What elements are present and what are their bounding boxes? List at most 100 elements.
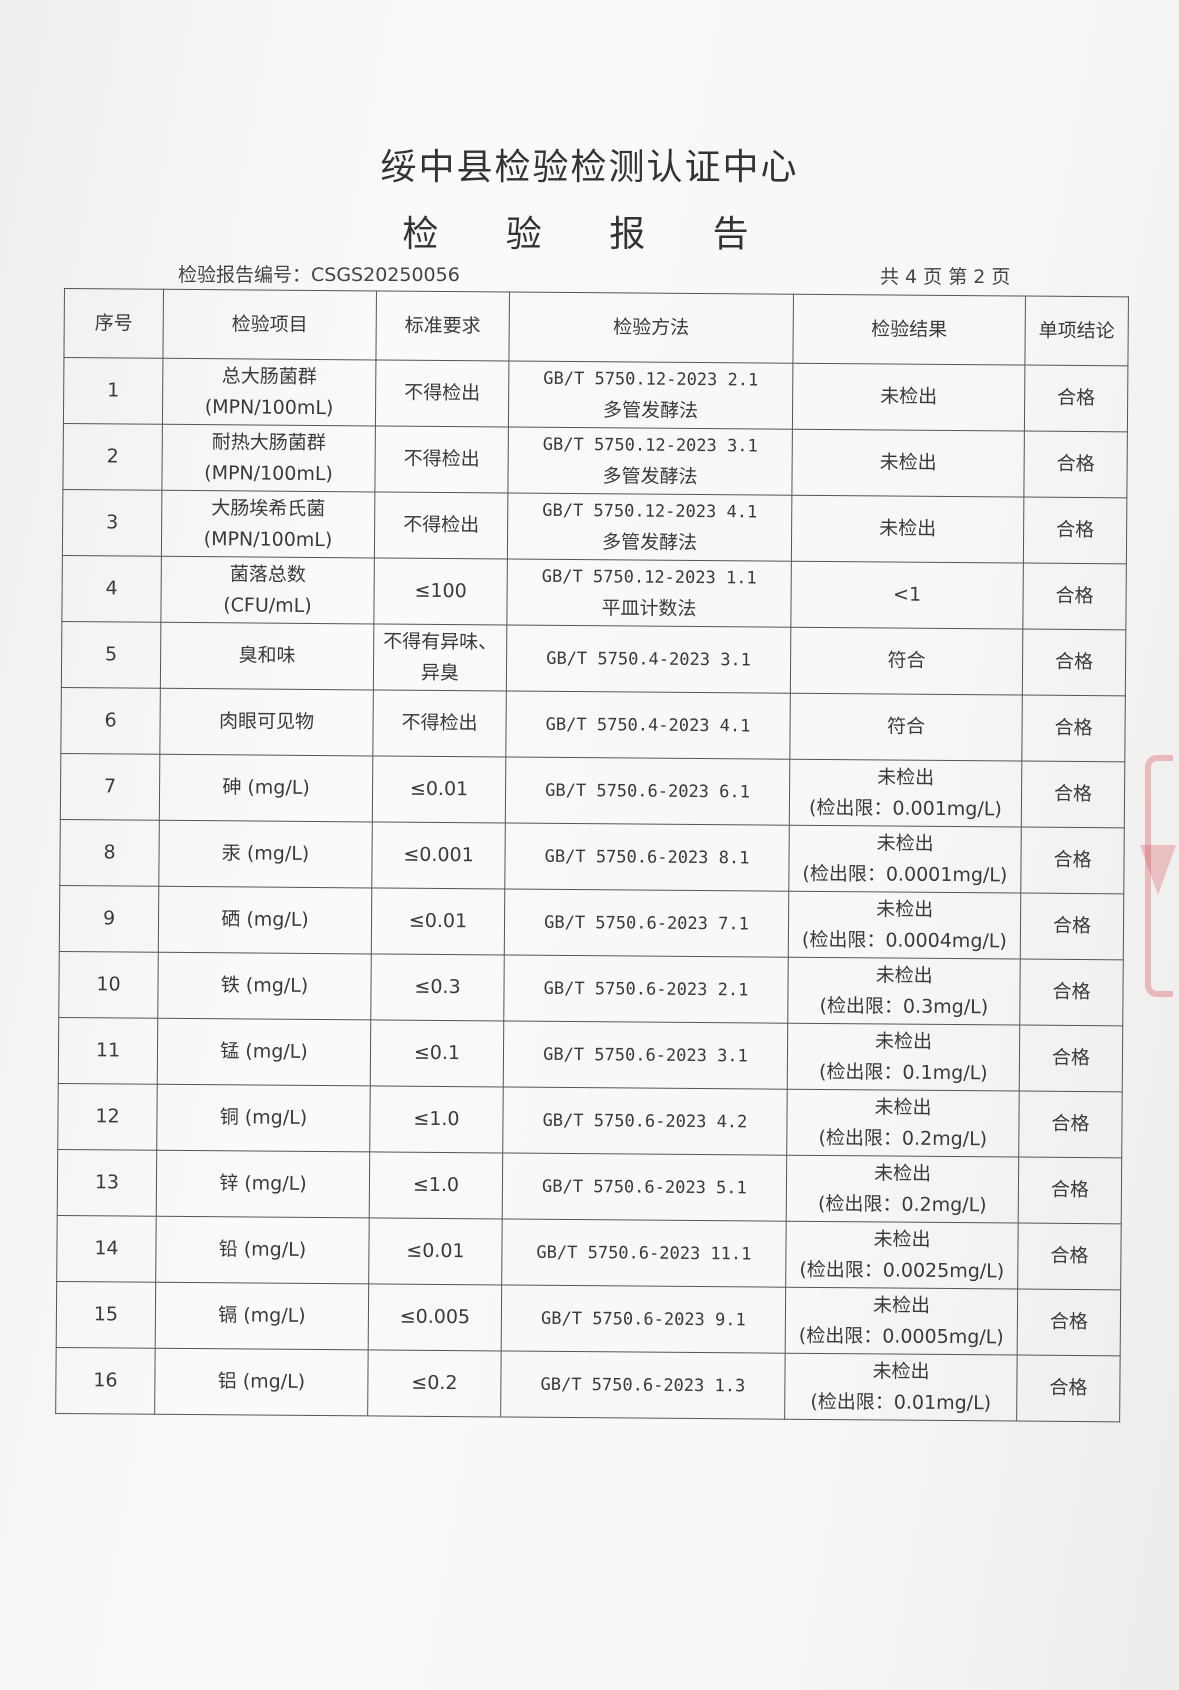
row-number: 8 [59, 819, 160, 887]
test-result-result: 未检出 [874, 1095, 932, 1119]
standard-requirement: 不得检出 [374, 491, 508, 559]
test-method: GB/T 5750.6-2023 1.3 [500, 1350, 786, 1420]
test-result-result: 未检出 [872, 1359, 930, 1383]
test-item: 铜 (mg/L) [156, 1084, 371, 1152]
test-result: 未检出 (检出限：0.2mg/L) [786, 1089, 1020, 1158]
row-number-no: 14 [94, 1237, 119, 1260]
test-result-result-note: (检出限：0.0005mg/L) [798, 1324, 1004, 1348]
test-method: GB/T 5750.6-2023 9.1 [501, 1284, 786, 1354]
test-method-method: GB/T 5750.6-2023 3.1 [543, 1044, 748, 1066]
standard-requirement-standard: ≤100 [414, 579, 467, 603]
test-result-result: 未检出 [880, 385, 938, 408]
table-row: 6 肉眼可见物 不得检出 GB/T 5750.4-2023 4.1 符合 合格 [60, 687, 1126, 762]
test-result: 未检出 [792, 363, 1025, 432]
test-item-item-unit: (MPN/100mL) [203, 527, 333, 551]
test-method-method: GB/T 5750.6-2023 6.1 [545, 780, 750, 802]
standard-requirement-standard: ≤0.001 [403, 843, 474, 867]
table-row: 11 锰 (mg/L) ≤0.1 GB/T 5750.6-2023 3.1 未检出 (检出… [58, 1017, 1123, 1092]
test-result-result-note: (检出限：0.0001mg/L) [802, 862, 1008, 886]
test-method: GB/T 5750.6-2023 3.1 [503, 1020, 788, 1090]
test-method-method: GB/T 5750.4-2023 3.1 [546, 648, 752, 670]
test-result: 未检出 (检出限：0.001mg/L) [789, 759, 1022, 828]
conclusion-conclusion: 合格 [1056, 518, 1095, 542]
test-method-method: GB/T 5750.12-2023 1.1 [541, 566, 757, 589]
test-item-item: 铅 (mg/L) [218, 1238, 307, 1261]
test-result-result: 未检出 [876, 831, 934, 855]
test-item-item: 臭和味 [238, 644, 296, 667]
test-method: GB/T 5750.12-2023 1.1 平皿计数法 [506, 558, 792, 628]
report-title: 检 验 报 告 [402, 214, 777, 255]
test-item: 耐热大肠菌群 (MPN/100mL) [161, 424, 376, 492]
row-number-no: 13 [94, 1171, 120, 1194]
standard-requirement: ≤0.01 [371, 887, 505, 955]
conclusion-conclusion: 合格 [1054, 650, 1094, 674]
standard-requirement-standard: ≤0.1 [413, 1041, 461, 1065]
test-method-method-note: 多管发酵法 [602, 465, 698, 488]
standard-requirement-standard: ≤0.005 [399, 1305, 471, 1329]
conclusion-conclusion: 合格 [1053, 782, 1093, 806]
row-number-no: 3 [106, 511, 119, 534]
conclusion-conclusion: 合格 [1052, 980, 1091, 1004]
test-item: 镉 (mg/L) [155, 1282, 369, 1350]
test-result-result: 未检出 [876, 897, 934, 921]
test-item: 铝 (mg/L) [154, 1348, 369, 1416]
test-result-result-note: (检出限：0.2mg/L) [818, 1126, 988, 1150]
test-item-item: 硒 (mg/L) [221, 908, 309, 931]
test-result-result: 未检出 [872, 1293, 931, 1317]
test-item: 菌落总数 (CFU/mL) [160, 556, 375, 624]
test-result: 未检出 (检出限：0.0005mg/L) [785, 1287, 1018, 1356]
row-number-no: 4 [105, 577, 118, 600]
row-number: 1 [63, 357, 163, 425]
conclusion-conclusion: 合格 [1050, 1178, 1090, 1202]
conclusion: 合格 [1024, 365, 1128, 432]
test-result-result-note: (检出限：0.1mg/L) [818, 1060, 988, 1084]
test-item: 总大肠菌群 (MPN/100mL) [162, 358, 376, 426]
standard-requirement: ≤0.3 [370, 953, 505, 1021]
test-item-item-unit: (CFU/mL) [223, 593, 312, 617]
table-row: 15 镉 (mg/L) ≤0.005 GB/T 5750.6-2023 9.1 未检出 (… [56, 1281, 1121, 1356]
standard-requirement: ≤0.01 [368, 1217, 503, 1285]
row-number-no: 11 [95, 1039, 121, 1062]
test-item-item: 耐热大肠菌群 [211, 430, 326, 454]
standard-requirement: ≤100 [373, 557, 508, 625]
test-item-item: 菌落总数 [229, 562, 306, 586]
test-result-result: 未检出 [879, 517, 937, 540]
test-item-item: 砷 (mg/L) [222, 776, 310, 799]
test-method: GB/T 5750.6-2023 5.1 [502, 1152, 787, 1222]
table-row: 14 铅 (mg/L) ≤0.01 GB/T 5750.6-2023 11.1 未检出 (… [56, 1215, 1122, 1290]
row-number-no: 16 [93, 1369, 118, 1392]
conclusion-conclusion: 合格 [1056, 452, 1095, 476]
row-number: 14 [56, 1215, 157, 1283]
standard-requirement: ≤0.2 [367, 1349, 502, 1417]
row-number: 16 [55, 1347, 156, 1415]
table-row: 16 铝 (mg/L) ≤0.2 GB/T 5750.6-2023 1.3 未检出 (检出… [55, 1347, 1121, 1422]
test-result-result: <1 [893, 583, 922, 606]
table-row: 1 总大肠菌群 (MPN/100mL) 不得检出 GB/T 5750.12-2023 2… [63, 357, 1128, 432]
column-header: 标准要求 [375, 290, 510, 361]
conclusion: 合格 [1017, 1289, 1121, 1356]
test-item: 锰 (mg/L) [157, 1018, 371, 1086]
row-number-no: 12 [95, 1105, 120, 1128]
conclusion-conclusion: 合格 [1050, 1244, 1089, 1268]
test-method-method-note: 多管发酵法 [601, 531, 698, 554]
standard-requirement: ≤0.01 [372, 755, 506, 823]
standard-requirement-standard: 不得检出 [403, 447, 480, 471]
standard-requirement: ≤0.001 [371, 821, 506, 889]
test-item-item: 铜 (mg/L) [219, 1106, 308, 1129]
test-result: <1 [790, 561, 1024, 630]
conclusion: 合格 [1022, 629, 1126, 696]
test-item-item: 汞 (mg/L) [221, 842, 310, 865]
table-row: 5 臭和味 不得有异味、异臭 GB/T 5750.4-2023 3.1 符合 合格 [61, 621, 1126, 696]
test-method: GB/T 5750.6-2023 2.1 [503, 954, 789, 1024]
test-method-method: GB/T 5750.4-2023 4.1 [545, 714, 751, 736]
test-method: GB/T 5750.6-2023 4.2 [502, 1086, 788, 1156]
test-result-result: 未检出 [873, 1161, 932, 1185]
row-number-no: 10 [96, 973, 121, 996]
test-item: 臭和味 [160, 622, 374, 690]
test-result: 未检出 (检出限：0.0001mg/L) [788, 825, 1022, 894]
row-number: 4 [61, 555, 162, 623]
test-result-result-note: (检出限：0.3mg/L) [819, 994, 989, 1018]
test-item: 硒 (mg/L) [158, 886, 372, 954]
row-number: 11 [58, 1017, 158, 1085]
